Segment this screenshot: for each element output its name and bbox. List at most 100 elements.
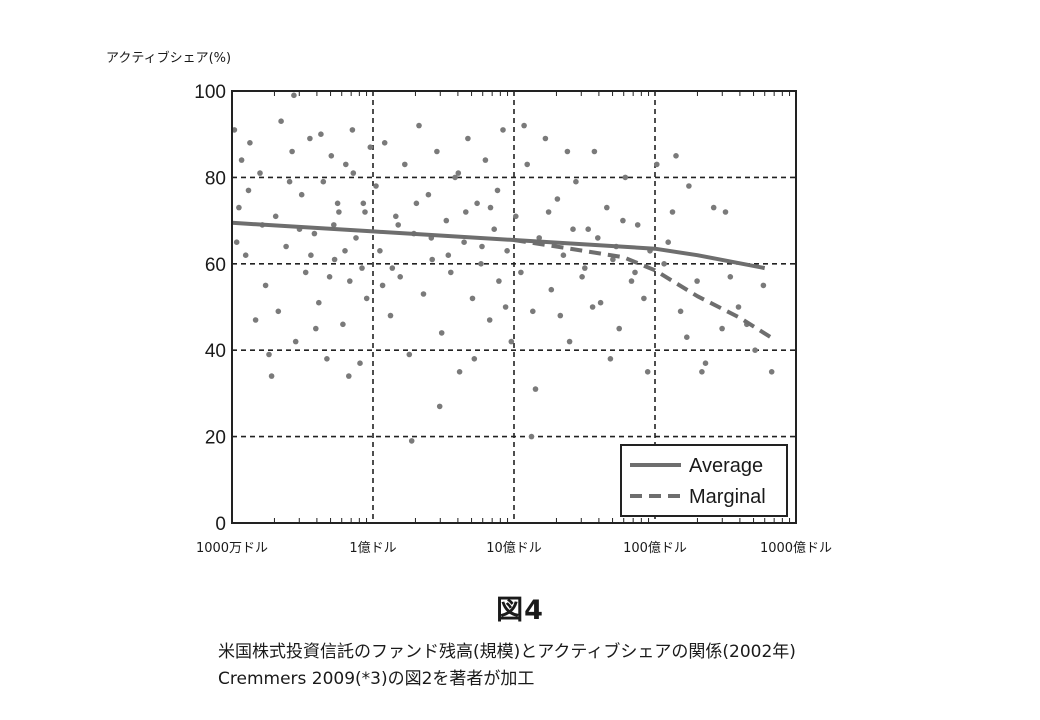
data-point	[318, 131, 324, 137]
data-point	[268, 373, 275, 379]
data-point	[542, 135, 549, 142]
data-point	[508, 338, 515, 345]
data-point	[504, 248, 510, 254]
data-point	[359, 265, 365, 271]
data-point	[360, 200, 367, 207]
data-point	[311, 230, 318, 237]
data-point	[238, 157, 245, 163]
y-tick-label: 100	[194, 82, 226, 103]
data-point	[760, 282, 767, 289]
y-tick-label: 20	[205, 428, 226, 449]
data-point	[292, 338, 299, 345]
data-point	[363, 295, 370, 302]
data-point	[434, 148, 440, 155]
data-point	[278, 118, 284, 124]
data-point	[377, 248, 383, 254]
data-point	[604, 204, 610, 211]
data-point	[610, 256, 616, 263]
data-point	[486, 317, 493, 323]
plot-frame	[231, 90, 797, 524]
data-point	[242, 252, 249, 258]
data-point	[616, 325, 622, 332]
data-point	[373, 183, 379, 189]
legend-label-average: Average	[689, 455, 763, 477]
data-point	[328, 153, 335, 159]
data-point	[513, 213, 519, 220]
data-point	[236, 204, 242, 211]
data-point	[307, 135, 313, 142]
data-point	[346, 373, 352, 379]
data-point	[343, 161, 349, 168]
data-point	[362, 209, 368, 215]
legend: Average Marginal	[620, 444, 788, 517]
data-point	[367, 144, 374, 150]
data-point	[752, 347, 758, 354]
data-point	[471, 356, 478, 362]
scatter-points	[231, 92, 775, 444]
data-point	[579, 274, 585, 280]
x-tick-labels: 1000万ドル 1億ドル 10億ドル 100億ドル 1000億ドル	[196, 540, 832, 556]
data-point	[445, 252, 452, 258]
data-point	[479, 243, 485, 250]
data-point	[406, 351, 413, 358]
data-point	[719, 325, 725, 332]
data-point	[324, 356, 330, 362]
legend-label-marginal: Marginal	[689, 486, 766, 508]
data-point	[245, 187, 252, 194]
data-point	[334, 200, 341, 207]
data-point	[461, 239, 467, 245]
data-point	[275, 308, 282, 315]
data-point	[673, 153, 679, 159]
data-point	[413, 200, 420, 207]
data-point	[564, 148, 571, 155]
data-point	[381, 140, 388, 146]
data-point	[570, 226, 576, 232]
data-point	[684, 334, 690, 341]
data-point	[438, 330, 445, 336]
data-point	[465, 135, 471, 142]
data-point	[702, 360, 709, 367]
data-point	[408, 438, 415, 444]
data-point	[502, 304, 509, 310]
data-point	[591, 148, 598, 155]
data-point	[452, 174, 458, 181]
data-point	[340, 321, 346, 328]
x-tick-label: 1000億ドル	[760, 540, 832, 556]
data-point	[474, 200, 480, 207]
series-line-average	[231, 220, 766, 271]
data-point	[379, 282, 386, 289]
caption-line-1: 米国株式投資信託のファンド残高(規模)とアクティブシェアの関係(2002年)	[218, 642, 796, 662]
data-point	[416, 122, 422, 129]
data-point	[573, 178, 579, 185]
data-point	[710, 204, 717, 211]
data-point	[620, 217, 626, 224]
x-tick-label: 1000万ドル	[196, 541, 268, 556]
data-point	[521, 122, 527, 129]
data-point	[665, 239, 671, 245]
data-point	[699, 369, 705, 375]
data-point	[727, 274, 734, 280]
data-point	[589, 304, 596, 310]
data-point	[420, 291, 427, 297]
data-point	[266, 351, 272, 358]
data-point	[735, 304, 742, 310]
data-point	[622, 174, 629, 181]
y-axis-label: アクティブシェア(%)	[106, 51, 232, 66]
data-point	[557, 312, 564, 319]
data-point	[500, 127, 506, 133]
data-point	[554, 196, 561, 202]
data-point	[469, 295, 476, 302]
data-point	[632, 269, 638, 276]
data-point	[532, 386, 539, 392]
x-minor-ticks	[273, 91, 791, 523]
series-lines	[231, 220, 776, 342]
data-point	[402, 161, 408, 168]
data-point	[585, 226, 591, 232]
y-tick-label: 60	[205, 255, 226, 276]
data-point	[347, 278, 353, 284]
data-point	[641, 295, 647, 302]
data-point	[694, 278, 700, 284]
data-point	[320, 178, 327, 185]
data-point	[669, 209, 676, 215]
x-tick-label: 1億ドル	[349, 540, 396, 556]
